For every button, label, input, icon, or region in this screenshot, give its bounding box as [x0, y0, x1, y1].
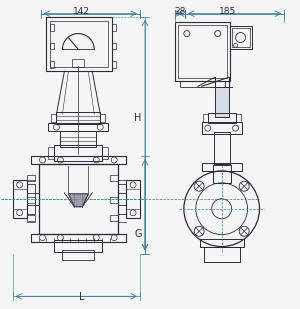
Bar — [202, 163, 242, 171]
Bar — [112, 43, 116, 49]
Bar — [208, 113, 236, 123]
Bar — [27, 184, 34, 214]
Text: G: G — [134, 230, 142, 239]
Bar — [54, 239, 102, 252]
Text: L: L — [79, 292, 84, 302]
Bar — [118, 184, 126, 214]
Bar — [200, 239, 244, 247]
Bar — [203, 114, 208, 122]
Bar — [178, 25, 226, 78]
Bar — [230, 26, 251, 49]
Bar — [236, 114, 241, 122]
Polygon shape — [68, 194, 88, 207]
Bar — [110, 197, 118, 203]
Text: 185: 185 — [219, 7, 236, 16]
Bar — [50, 23, 54, 31]
Text: H: H — [134, 112, 142, 123]
Bar — [214, 132, 230, 164]
Bar — [175, 22, 230, 81]
Bar — [49, 123, 108, 131]
Bar — [202, 122, 242, 134]
Bar — [118, 193, 126, 205]
Bar — [112, 23, 116, 31]
Bar — [27, 175, 34, 181]
Bar — [110, 175, 118, 181]
Bar — [52, 114, 56, 122]
Bar — [60, 131, 96, 147]
Bar — [50, 61, 54, 68]
Bar — [56, 112, 100, 124]
Bar — [31, 156, 126, 164]
Bar — [50, 21, 108, 67]
Bar — [27, 215, 34, 221]
Bar — [204, 247, 240, 263]
Text: 28: 28 — [174, 7, 185, 16]
Bar — [38, 164, 118, 234]
Bar — [110, 215, 118, 221]
Bar — [54, 145, 102, 161]
Bar — [180, 81, 225, 87]
Bar — [27, 197, 34, 203]
Bar — [215, 87, 229, 117]
Bar — [62, 250, 94, 260]
Bar — [50, 43, 54, 49]
Text: 142: 142 — [73, 7, 90, 16]
Bar — [49, 147, 54, 159]
Bar — [213, 165, 231, 183]
Bar — [13, 180, 27, 218]
Bar — [27, 193, 38, 205]
Bar — [126, 180, 140, 218]
Bar — [232, 28, 250, 48]
Bar — [31, 234, 126, 242]
Bar — [72, 59, 84, 67]
Bar — [112, 61, 116, 68]
Bar — [102, 147, 108, 159]
Bar — [46, 17, 112, 71]
Bar — [100, 114, 105, 122]
